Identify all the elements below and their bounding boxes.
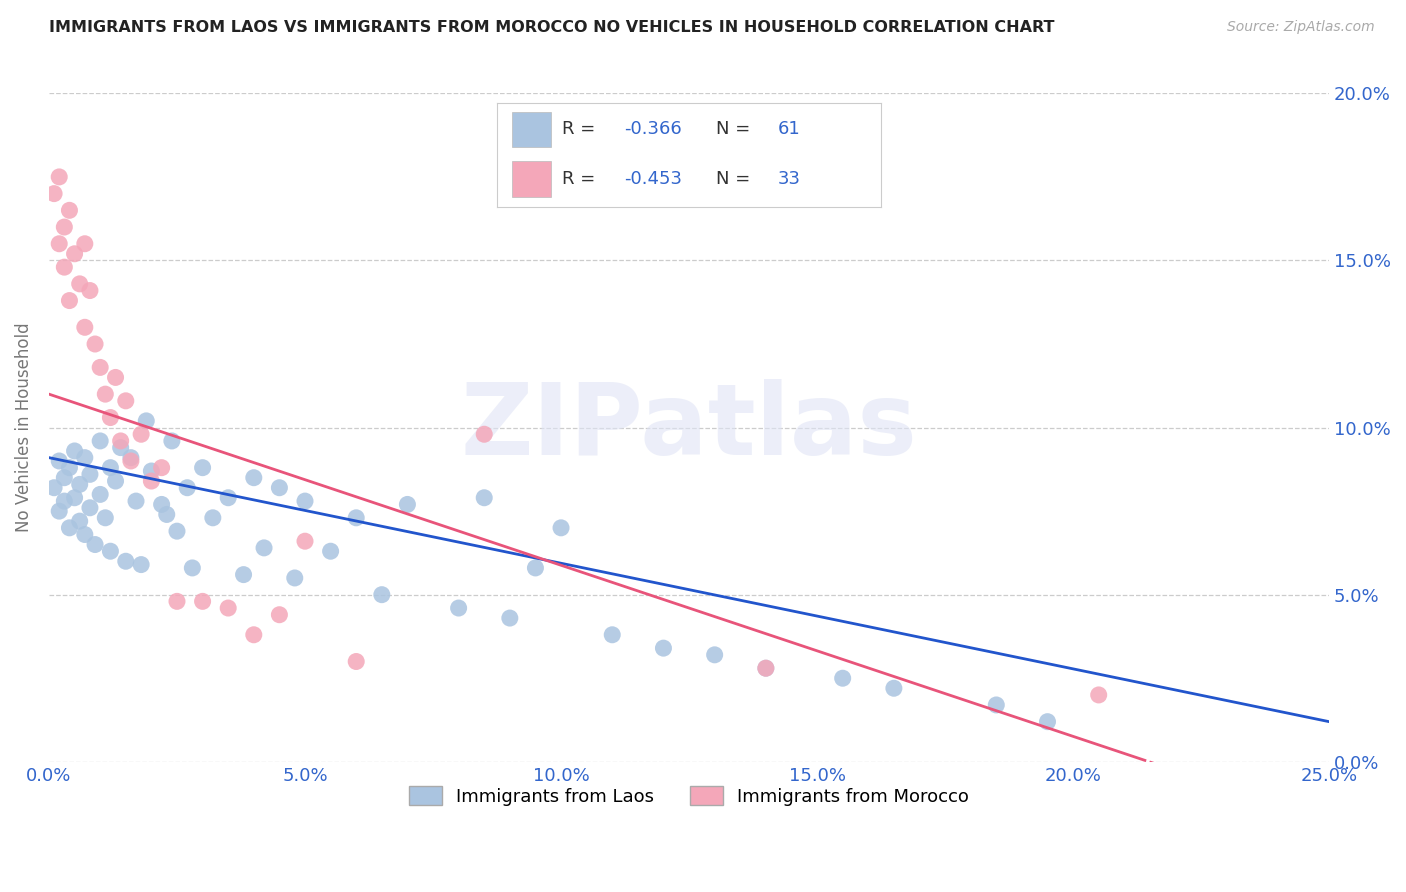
Point (1087, 688, 1109, 702)
Point (141, 464, 163, 478)
Point (89, 360, 111, 375)
Point (371, 588, 394, 602)
Point (141, 474, 163, 488)
Point (191, 460, 214, 475)
Point (129, 427, 152, 442)
Point (94, 387, 117, 401)
Text: Source: ZipAtlas.com: Source: ZipAtlas.com (1227, 20, 1375, 34)
Y-axis label: No Vehicles in Household: No Vehicles in Household (15, 323, 32, 533)
Point (73, 527, 96, 541)
Point (42, 186, 65, 201)
Point (201, 510, 224, 524)
Point (703, 648, 725, 662)
Point (499, 611, 522, 625)
Point (120, 454, 142, 468)
Point (344, 655, 367, 669)
Point (120, 450, 142, 465)
Point (89, 434, 111, 448)
Point (84, 337, 107, 351)
Point (73, 320, 96, 334)
Point (135, 414, 157, 428)
Point (191, 594, 214, 608)
Point (129, 558, 152, 572)
Point (243, 628, 266, 642)
Point (104, 474, 127, 488)
Point (63, 247, 86, 261)
Point (294, 534, 316, 549)
Point (73, 450, 96, 465)
Point (73, 236, 96, 251)
Point (84, 537, 107, 551)
Point (79, 467, 101, 482)
Point (63, 444, 86, 458)
Point (100, 410, 122, 425)
Point (58, 460, 80, 475)
Point (600, 628, 623, 642)
Point (269, 481, 291, 495)
Point (53, 220, 76, 235)
Point (472, 427, 495, 442)
Point (447, 601, 470, 615)
Point (831, 671, 853, 685)
Point (232, 567, 254, 582)
Point (243, 471, 266, 485)
Point (48, 504, 70, 518)
Point (125, 494, 148, 508)
Point (652, 641, 675, 656)
Point (294, 494, 316, 508)
Point (166, 524, 188, 538)
Point (217, 491, 239, 505)
Point (156, 508, 179, 522)
Text: IMMIGRANTS FROM LAOS VS IMMIGRANTS FROM MOROCCO NO VEHICLES IN HOUSEHOLD CORRELA: IMMIGRANTS FROM LAOS VS IMMIGRANTS FROM … (49, 20, 1054, 35)
Point (58, 203, 80, 218)
Point (150, 460, 173, 475)
Point (755, 661, 778, 675)
Point (344, 510, 367, 524)
Point (94, 510, 117, 524)
Point (755, 661, 778, 675)
Point (181, 561, 204, 575)
Point (166, 594, 188, 608)
Point (160, 434, 183, 448)
Point (53, 260, 76, 274)
Point (69, 514, 91, 528)
Point (114, 393, 136, 408)
Point (53, 471, 76, 485)
Point (79, 284, 101, 298)
Point (100, 460, 122, 475)
Point (53, 494, 76, 508)
Point (110, 441, 132, 455)
Point (79, 500, 101, 515)
Legend: Immigrants from Laos, Immigrants from Morocco: Immigrants from Laos, Immigrants from Mo… (402, 779, 976, 813)
Point (986, 698, 1008, 712)
Point (253, 541, 276, 555)
Point (150, 498, 173, 512)
Point (524, 561, 547, 575)
Point (110, 434, 132, 448)
Point (269, 607, 291, 622)
Point (104, 370, 127, 384)
Point (58, 293, 80, 308)
Point (63, 491, 86, 505)
Point (58, 521, 80, 535)
Point (114, 554, 136, 568)
Point (42, 481, 65, 495)
Point (284, 571, 307, 585)
Point (100, 544, 122, 558)
Point (472, 491, 495, 505)
Point (217, 601, 239, 615)
Point (883, 681, 905, 696)
Point (48, 454, 70, 468)
Point (69, 477, 91, 491)
Point (1036, 714, 1059, 729)
Point (319, 544, 342, 558)
Text: ZIPatlas: ZIPatlas (461, 379, 918, 476)
Point (89, 487, 111, 501)
Point (48, 236, 70, 251)
Point (69, 277, 91, 291)
Point (48, 169, 70, 184)
Point (550, 521, 572, 535)
Point (176, 481, 198, 495)
Point (396, 498, 419, 512)
